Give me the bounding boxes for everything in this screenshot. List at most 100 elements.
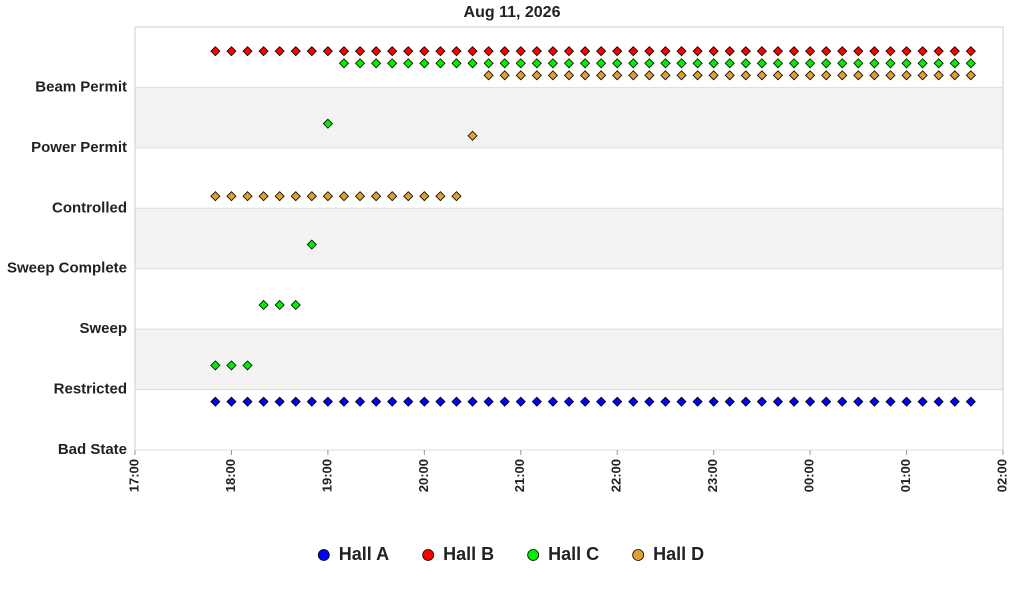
point: [853, 58, 864, 69]
point: [467, 58, 478, 69]
y-tick-label: Controlled: [52, 199, 127, 216]
point: [354, 58, 366, 69]
point: [708, 58, 719, 69]
point: [580, 58, 591, 69]
point: [354, 396, 366, 407]
x-tick-label: 00:00: [802, 459, 817, 492]
x-tick-label: 01:00: [898, 459, 913, 492]
point: [805, 58, 816, 69]
point: [676, 70, 687, 81]
point: [644, 46, 655, 57]
point: [338, 58, 350, 69]
point: [837, 396, 848, 407]
point: [419, 396, 430, 407]
point: [322, 191, 333, 202]
point: [724, 58, 735, 69]
point: [210, 360, 221, 371]
point: [965, 46, 976, 57]
point: [596, 70, 607, 81]
x-tick-label: 23:00: [705, 459, 720, 492]
point: [338, 396, 350, 407]
point: [451, 191, 462, 202]
point: [772, 58, 784, 69]
point: [499, 396, 510, 407]
x-tick-label: 22:00: [609, 459, 624, 492]
point: [580, 46, 591, 57]
point: [515, 396, 526, 407]
point: [354, 191, 366, 202]
point: [612, 58, 623, 69]
point: [435, 58, 446, 69]
point: [387, 396, 398, 407]
legend-label: Hall B: [443, 544, 494, 564]
point: [772, 70, 784, 81]
point: [563, 46, 575, 57]
point: [628, 46, 639, 57]
point: [708, 396, 719, 407]
point: [869, 396, 880, 407]
y-tick-label: Bad State: [58, 441, 127, 458]
point: [226, 396, 237, 407]
point: [756, 58, 767, 69]
point: [917, 58, 928, 69]
legend-marker: [422, 549, 435, 561]
point: [306, 191, 317, 202]
point: [740, 396, 751, 407]
chart-title: Aug 11, 2026: [464, 4, 561, 21]
point: [435, 191, 446, 202]
point: [949, 396, 960, 407]
point: [917, 396, 928, 407]
point: [660, 396, 671, 407]
point: [387, 46, 398, 57]
x-tick-label: 19:00: [319, 459, 334, 492]
point: [933, 396, 944, 407]
point: [547, 396, 558, 407]
point: [596, 396, 607, 407]
y-tick-label: Power Permit: [31, 139, 127, 156]
point: [853, 46, 864, 57]
point: [467, 396, 478, 407]
point: [837, 46, 848, 57]
point: [821, 70, 832, 81]
point: [515, 58, 526, 69]
point: [226, 360, 237, 371]
point: [853, 70, 864, 81]
point: [821, 46, 832, 57]
point: [837, 70, 848, 81]
point: [837, 58, 848, 69]
point: [483, 58, 494, 69]
point: [965, 58, 976, 69]
point: [290, 46, 301, 57]
point: [772, 396, 784, 407]
point: [805, 70, 816, 81]
point: [258, 396, 269, 407]
point: [563, 396, 575, 407]
point: [387, 191, 398, 202]
point: [612, 396, 623, 407]
point: [338, 46, 350, 57]
point: [274, 191, 285, 202]
point: [322, 396, 333, 407]
point: [547, 46, 558, 57]
point: [290, 299, 301, 311]
legend-label: Hall A: [339, 544, 389, 564]
point: [563, 70, 575, 81]
x-tick-label: 02:00: [994, 459, 1009, 492]
point: [403, 46, 414, 57]
point: [788, 70, 800, 81]
point: [403, 396, 414, 407]
legend-label: Hall C: [548, 544, 599, 564]
point: [483, 396, 494, 407]
point: [756, 70, 767, 81]
point: [949, 70, 960, 81]
point: [901, 396, 912, 407]
point: [371, 396, 382, 407]
point: [419, 58, 430, 69]
point: [274, 396, 285, 407]
y-tick-label: Sweep Complete: [7, 260, 127, 277]
point: [596, 46, 607, 57]
point: [933, 58, 944, 69]
point: [274, 46, 285, 57]
legend-label: Hall D: [653, 544, 704, 564]
point: [708, 46, 719, 57]
